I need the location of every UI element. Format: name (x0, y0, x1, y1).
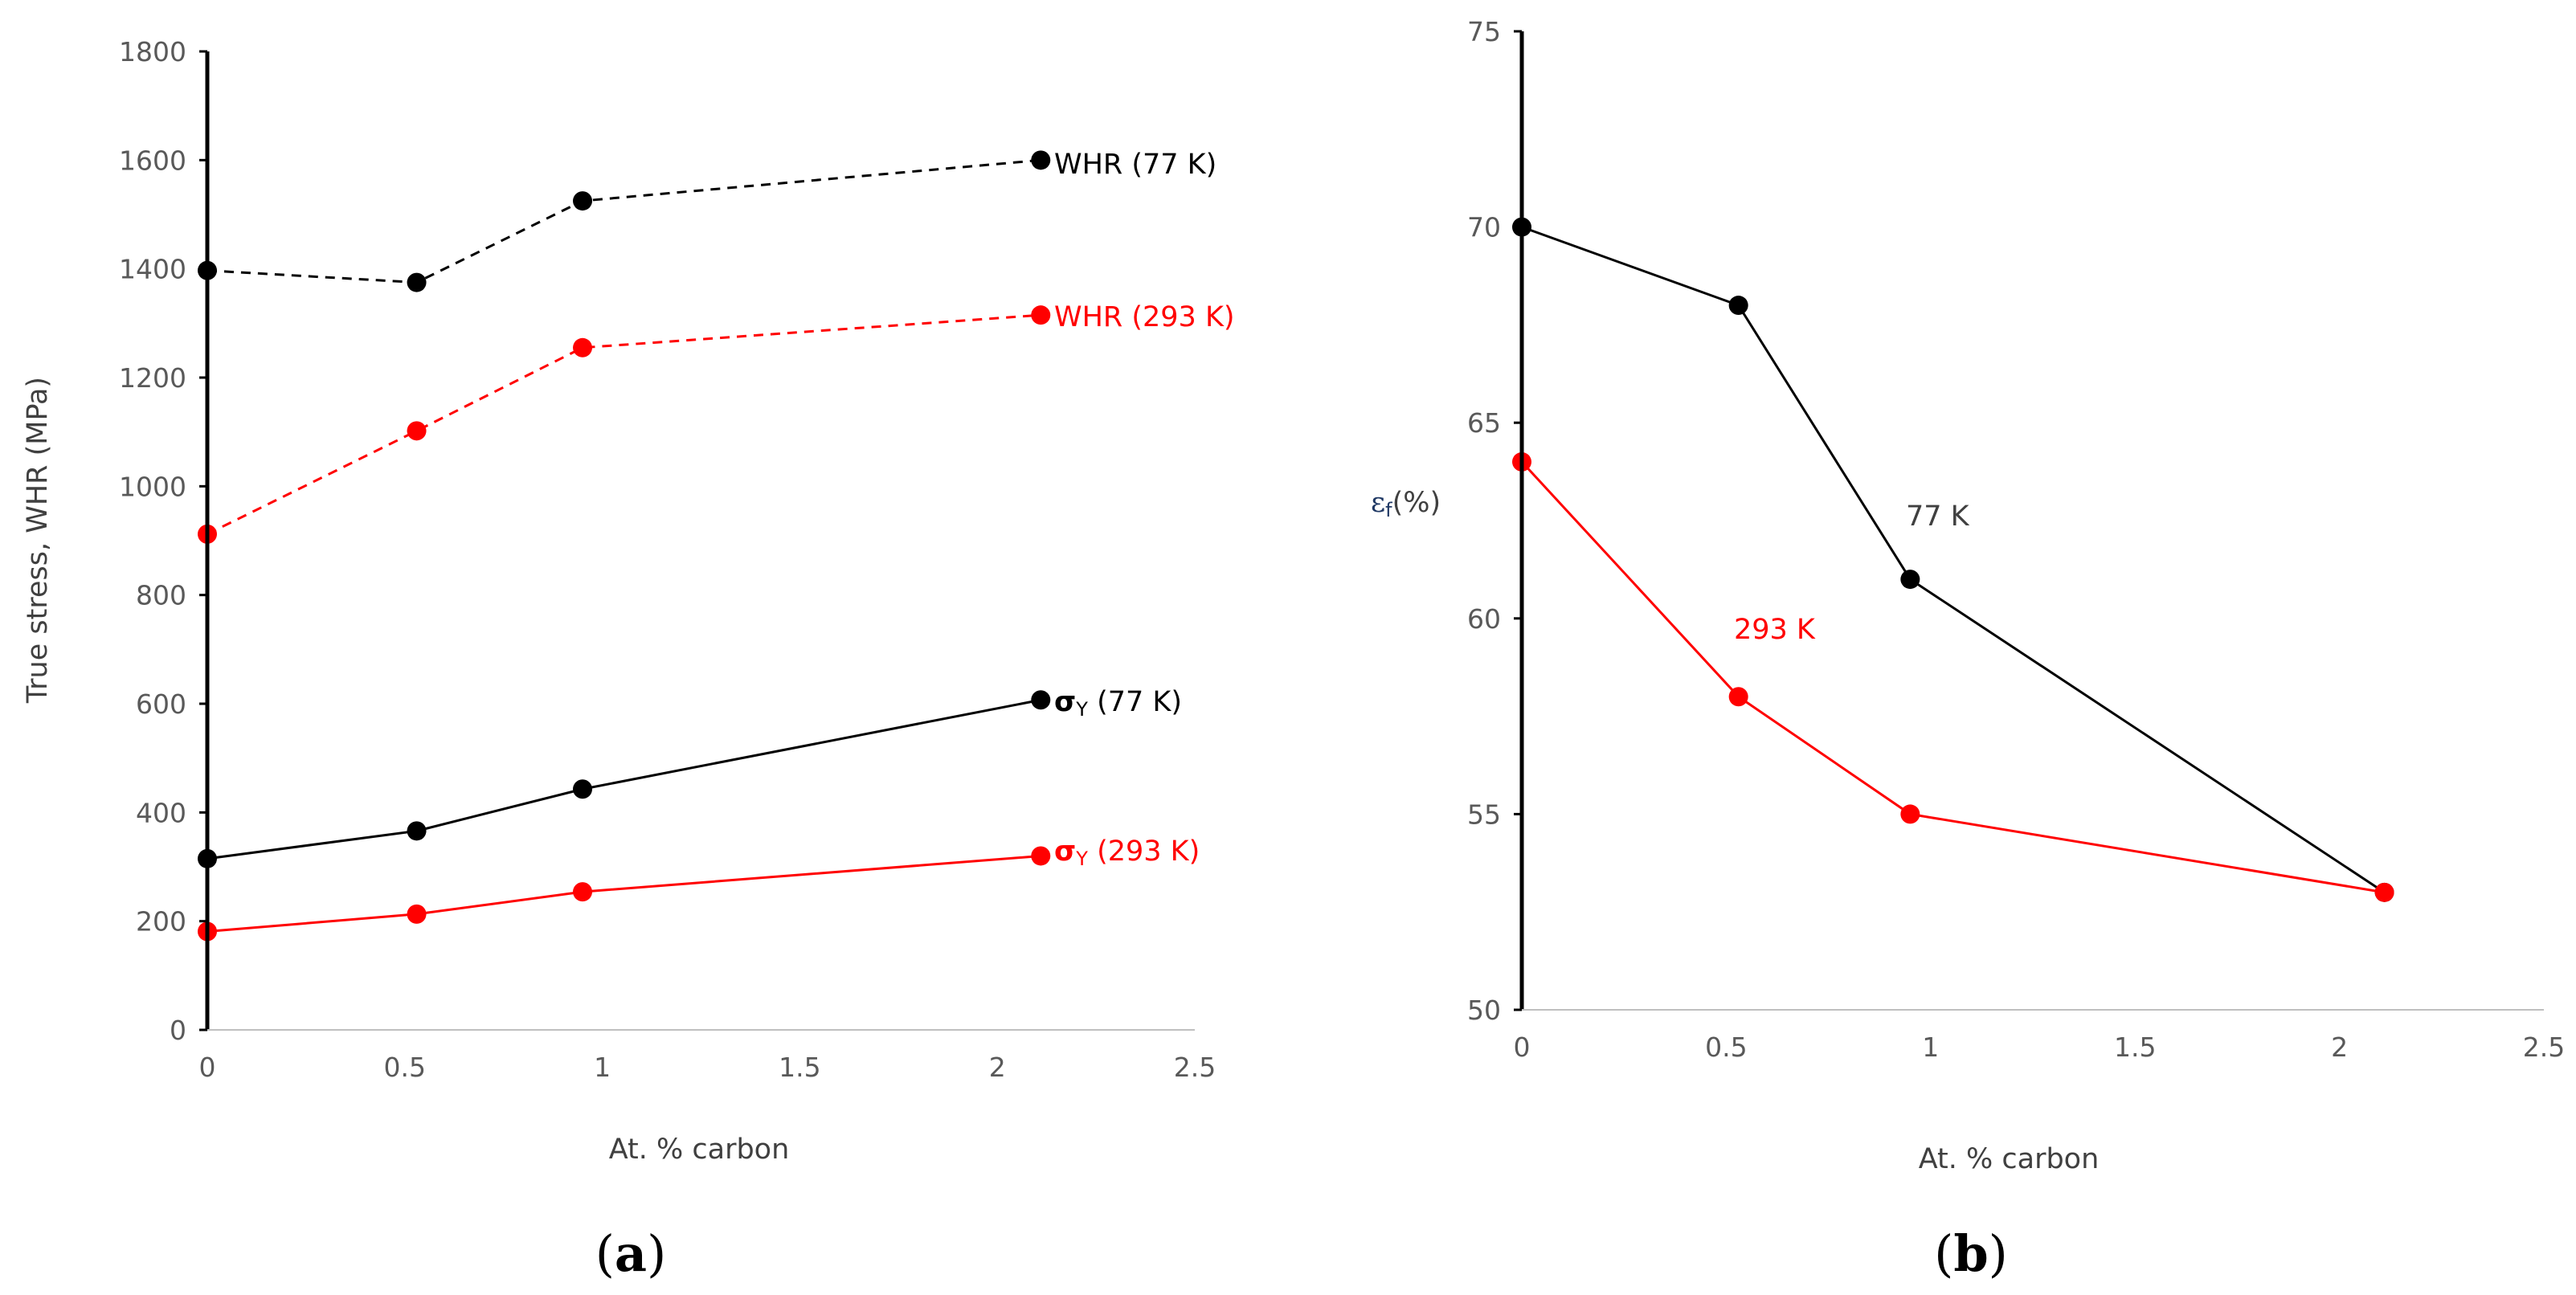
series-line-b-293-k (1520, 460, 2385, 894)
data-point-a-whr-77-k (407, 272, 427, 292)
y-tick-label: 75 (1467, 16, 1501, 47)
x-tick-label: 2.5 (1174, 1052, 1216, 1083)
data-point-a-y-77-k (407, 821, 427, 841)
y-tick-label: 65 (1467, 407, 1501, 439)
data-point-a-whr-77-k (1031, 150, 1051, 170)
x-tick-label: 1.5 (779, 1052, 820, 1083)
panel-b-label: (b) (1934, 1224, 2008, 1283)
data-point-a-y-293-k (407, 904, 427, 924)
data-point-a-y-293-k (1031, 846, 1051, 866)
series-line-a-whr-293-k (206, 313, 1041, 536)
data-point-a-y-77-k (573, 779, 593, 799)
sigma-subscript: Y (1075, 848, 1088, 870)
y-tick-label: 1000 (119, 471, 186, 502)
series-label-293k: 293 K (1734, 614, 1816, 646)
series-label-whr-293k: WHR (293 K) (1054, 301, 1235, 333)
series-line-b-77-k (1521, 226, 2386, 894)
y-tick-label: 55 (1467, 799, 1501, 830)
series-line-a-y-77-k (206, 698, 1041, 860)
y-tick-label: 400 (136, 797, 186, 828)
data-point-a-y-293-k (573, 882, 593, 902)
y-tick-label: 1200 (119, 362, 186, 394)
panel-b-y-axis-title: εf(%) (1371, 487, 1441, 521)
panel-a-y-tick-labels: 0 200 400 600 800 1000 1200 1400 1600 1800 (119, 36, 207, 1046)
x-tick-label: 1 (594, 1052, 611, 1083)
data-point-a-whr-293-k (573, 337, 593, 357)
x-tick-label: 2 (989, 1052, 1006, 1083)
data-point-a-whr-293-k (1031, 305, 1051, 325)
epsilon-symbol: ε (1371, 487, 1385, 519)
y-tick-label: 50 (1467, 995, 1501, 1026)
chart-panel-b: 50 55 60 65 70 75 0 0.5 1 1.5 2 2.5 εf(%) At. % ca… (1371, 16, 2565, 1283)
panel-a-data-marks (198, 150, 1051, 942)
panel-b-data-marks (1512, 217, 2394, 902)
y-tick-label: 200 (136, 906, 186, 938)
data-point-a-y-77-k (1031, 690, 1051, 710)
sigma-subscript: Y (1075, 698, 1088, 721)
panel-a-x-tick-labels: 0 0.5 1 1.5 2 2.5 (199, 1052, 1216, 1083)
y-tick-label: 1800 (119, 36, 186, 67)
data-point-b-77-k (1900, 570, 1920, 590)
data-point-b-293-k (2374, 882, 2394, 902)
x-tick-label: 0 (1514, 1032, 1531, 1063)
panel-a-x-axis-title: At. % carbon (609, 1134, 790, 1166)
y-tick-label: 600 (136, 688, 186, 720)
panel-b-x-axis-title: At. % carbon (1919, 1143, 2100, 1175)
y-axis-title-rest: (%) (1392, 487, 1441, 519)
sigma-symbol: σ (1054, 686, 1076, 718)
sigma-symbol: σ (1054, 835, 1076, 868)
y-tick-label: 60 (1467, 603, 1501, 635)
y-tick-label: 0 (170, 1015, 186, 1046)
y-tick-label: 1400 (119, 254, 186, 285)
data-point-b-293-k (1728, 687, 1748, 707)
y-tick-label: 800 (136, 580, 186, 611)
sigma-label-rest: (293 K) (1088, 835, 1200, 868)
series-line-a-y-293-k (206, 854, 1041, 933)
series-label-sigma-y-77k: σY (77 K) (1054, 686, 1182, 721)
panel-b-y-tick-labels: 50 55 60 65 70 75 (1467, 16, 1522, 1026)
data-point-b-293-k (1900, 804, 1920, 824)
series-label-sigma-y-293k: σY (293 K) (1054, 835, 1200, 870)
series-label-whr-77k: WHR (77 K) (1054, 149, 1216, 181)
panel-a-label: (a) (595, 1224, 667, 1283)
x-tick-label: 0.5 (384, 1052, 426, 1083)
panel-a-y-axis-title: True stress, WHR (MPa) (22, 377, 54, 704)
panel-b-x-tick-labels: 0 0.5 1 1.5 2 2.5 (1514, 1032, 2566, 1063)
series-line-a-whr-77-k (206, 158, 1041, 284)
series-label-77k: 77 K (1906, 500, 1970, 533)
chart-panel-a: 0 200 400 600 800 1000 1200 1400 1600 1800 0 0.5 1 1… (22, 36, 1235, 1283)
x-tick-label: 2.5 (2523, 1032, 2565, 1063)
data-point-b-77-k (1728, 296, 1748, 316)
data-point-a-whr-293-k (407, 421, 427, 441)
y-tick-label: 1600 (119, 145, 186, 176)
x-tick-label: 1.5 (2114, 1032, 2156, 1063)
data-point-a-whr-77-k (573, 191, 593, 211)
sigma-label-rest: (77 K) (1088, 686, 1182, 718)
x-tick-label: 2 (2331, 1032, 2348, 1063)
y-tick-label: 70 (1467, 212, 1501, 243)
epsilon-subscript: f (1385, 499, 1392, 521)
x-tick-label: 1 (1922, 1032, 1939, 1063)
x-tick-label: 0.5 (1705, 1032, 1747, 1063)
x-tick-label: 0 (199, 1052, 216, 1083)
